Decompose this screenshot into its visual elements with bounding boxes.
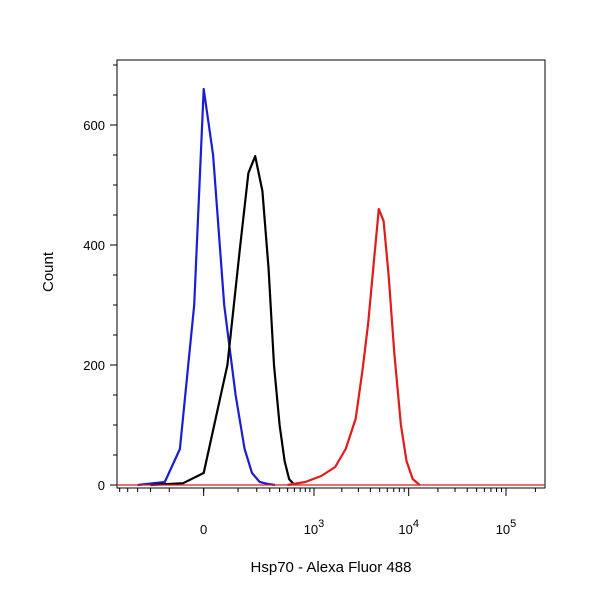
- y-tick-label: 400: [83, 238, 105, 253]
- y-axis-title: Count: [40, 251, 57, 292]
- y-tick-label: 600: [83, 118, 105, 133]
- x-tick-exponent: 3: [318, 518, 324, 530]
- x-axis: 0 103 104 105: [119, 488, 536, 537]
- histogram-series-2: [150, 155, 296, 487]
- histogram-series-1: [137, 87, 276, 487]
- plot-frame: [116, 59, 546, 489]
- y-tick-label: 0: [98, 478, 105, 493]
- x-tick-exponent: 5: [510, 518, 516, 530]
- y-tick-label: 200: [83, 358, 105, 373]
- x-tick-label: 104: [398, 518, 419, 537]
- histogram-series-3: [287, 207, 421, 487]
- series-layer: [117, 87, 545, 487]
- x-axis-title: Hsp70 - Alexa Fluor 488: [251, 559, 412, 576]
- x-tick-exponent: 4: [413, 518, 419, 530]
- y-axis: 0 200 400 600: [83, 64, 117, 493]
- x-tick-label: 105: [496, 518, 517, 537]
- x-tick-label: 0: [200, 522, 207, 537]
- x-tick-label: 103: [304, 518, 325, 537]
